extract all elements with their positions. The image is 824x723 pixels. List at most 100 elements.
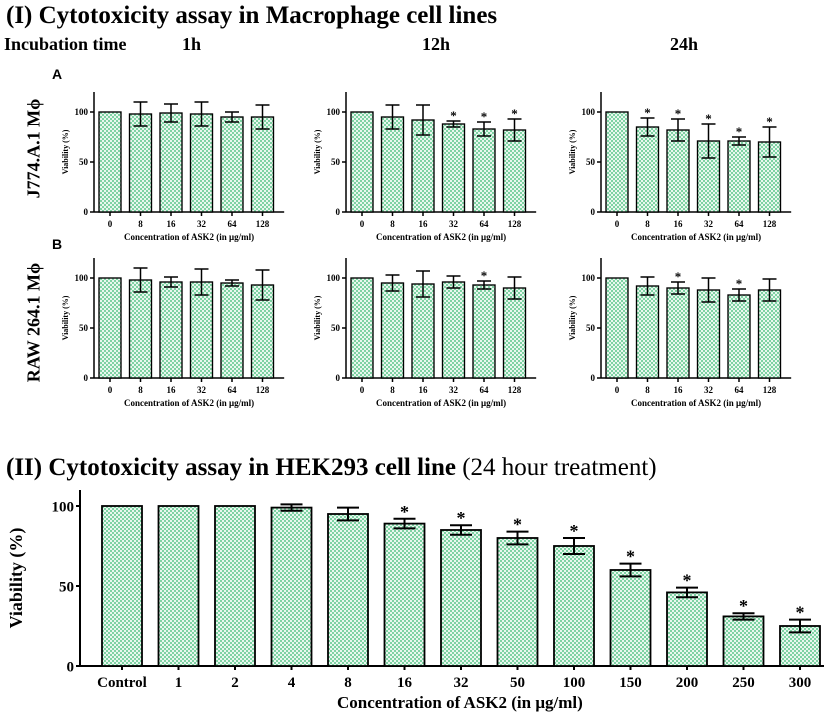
bar-32 <box>189 281 214 379</box>
significance-star: * <box>511 106 518 121</box>
x-tick-label: 200 <box>676 675 699 691</box>
x-tick-label: 64 <box>228 219 238 229</box>
x-tick-label: 32 <box>704 385 714 395</box>
x-tick-label: 128 <box>763 385 777 395</box>
x-tick-label: 128 <box>508 219 522 229</box>
error-bar <box>337 506 359 522</box>
error-bar <box>762 126 777 158</box>
significance-star: * <box>675 269 682 284</box>
error-bar <box>194 268 209 296</box>
bar-0 <box>605 111 629 213</box>
error-bar <box>477 280 491 290</box>
section-1-title: (I) Cytotoxicity assay in Macrophage cel… <box>6 2 498 29</box>
chart-hek293: 0 50 100 Viability (%) Control 1 2 4 8 16 * 32 * 50 * 1… <box>6 490 824 712</box>
chart-raw264-1h: 0 50 100 Viability (%) 0 8 16 32 64 128Concentrat… <box>61 258 285 408</box>
significance-star: * <box>513 515 522 535</box>
bar-128 <box>757 289 782 379</box>
y-tick-label: 50 <box>79 157 89 167</box>
error-bar <box>701 277 716 303</box>
x-tick-label: 0 <box>360 385 365 395</box>
bar-16 <box>666 129 690 213</box>
error-bar <box>789 618 811 634</box>
error-bar <box>507 118 522 142</box>
x-tick-label: 32 <box>449 385 459 395</box>
y-tick-label: 100 <box>327 273 341 283</box>
bar-64 <box>472 128 496 213</box>
time-header-24h: 24h <box>670 34 699 54</box>
bar-16 <box>666 287 690 379</box>
bar-200 <box>666 591 708 667</box>
error-bar <box>762 278 777 302</box>
chart-j774-12h: 0 50 100 Viability (%) 0 8 16 32 * 64 * 128 * Concent… <box>313 92 537 242</box>
error-bar <box>164 103 178 123</box>
y-tick-label: 100 <box>327 107 341 117</box>
error-bar <box>701 123 716 159</box>
y-tick-label: 100 <box>52 499 75 515</box>
x-tick-label: 8 <box>390 219 395 229</box>
error-bar <box>194 101 209 127</box>
error-bar <box>732 136 746 146</box>
error-bar <box>671 118 685 142</box>
x-tick-label: 16 <box>674 219 684 229</box>
bar-64 <box>727 140 751 213</box>
y-tick-label: 50 <box>331 323 341 333</box>
y-axis-label: Viability (%) <box>568 295 577 340</box>
error-bar <box>671 281 685 295</box>
y-tick-label: 0 <box>84 373 89 383</box>
significance-star: * <box>400 502 409 522</box>
error-bar <box>446 120 461 128</box>
error-bar <box>450 524 472 536</box>
error-bar <box>640 117 655 137</box>
time-header-1h: 1h <box>182 34 202 54</box>
error-bar <box>507 276 522 300</box>
y-axis-label: Viability (%) <box>61 295 70 340</box>
error-bar <box>446 275 461 289</box>
error-bar <box>255 104 270 130</box>
x-tick-label: 128 <box>763 219 777 229</box>
bar-16 <box>159 112 183 213</box>
x-tick-label: 64 <box>735 385 745 395</box>
bar-0 <box>350 277 374 379</box>
x-tick-label: 32 <box>197 385 207 395</box>
bar-8 <box>635 126 660 213</box>
x-tick-label: 8 <box>645 219 650 229</box>
error-bar <box>133 267 148 293</box>
x-tick-label: 128 <box>256 385 270 395</box>
bar-8 <box>380 282 405 379</box>
error-bar <box>385 274 400 292</box>
error-bar <box>676 586 698 599</box>
significance-star: * <box>457 508 466 528</box>
bar-32 <box>189 113 214 213</box>
y-tick-label: 0 <box>591 373 596 383</box>
error-bar <box>506 530 529 546</box>
y-tick-label: 0 <box>336 373 341 383</box>
chart-j774-24h: 0 50 100 Viability (%) 0 8 * 16 * 32 * 64 * 128 * Conce… <box>568 92 792 242</box>
chart-j774-1h: 0 50 100 Viability (%) 0 8 16 32 64 128Concentrat… <box>61 92 285 242</box>
panel-tag-a: A <box>52 66 63 82</box>
error-bar <box>255 269 270 301</box>
x-axis-label: Concentration of ASK2 (in μg/ml) <box>124 398 254 408</box>
bar-8 <box>635 285 660 379</box>
x-tick-label: 0 <box>360 219 365 229</box>
bar-64 <box>220 116 244 213</box>
error-bar <box>416 104 430 136</box>
y-axis-label: Viability (%) <box>568 129 577 174</box>
x-tick-label: 128 <box>256 219 270 229</box>
x-axis-label: Concentration of ASK2 (in μg/ml) <box>124 232 254 242</box>
x-tick-label: 1 <box>175 675 183 691</box>
y-tick-label: 100 <box>75 107 89 117</box>
x-tick-label: 8 <box>138 385 143 395</box>
y-tick-label: 100 <box>75 273 89 283</box>
x-tick-label: 64 <box>480 385 490 395</box>
bar-32 <box>440 529 482 667</box>
x-tick-label: 16 <box>419 385 429 395</box>
x-tick-label: 0 <box>615 385 620 395</box>
x-axis-label: Concentration of ASK2 (in μg/ml) <box>631 398 761 408</box>
x-tick-label: 0 <box>108 385 113 395</box>
bar-64 <box>727 294 751 379</box>
x-tick-label: 32 <box>454 675 469 691</box>
error-bar <box>619 562 642 578</box>
significance-star: * <box>683 571 692 591</box>
error-bar <box>416 270 430 298</box>
x-axis-label: Concentration of ASK2 (in μg/ml) <box>376 398 506 408</box>
